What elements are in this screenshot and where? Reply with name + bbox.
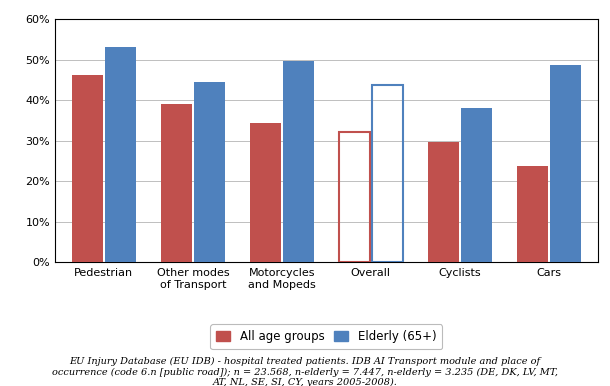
Bar — [161, 103, 192, 262]
Bar — [550, 65, 581, 262]
Bar — [72, 75, 103, 262]
Bar — [194, 82, 225, 262]
Bar — [339, 132, 370, 262]
Bar — [105, 47, 136, 262]
Bar — [461, 108, 492, 262]
Text: EU Injury Database (EU IDB) - hospital treated patients. IDB AI Transport module: EU Injury Database (EU IDB) - hospital t… — [52, 357, 558, 386]
Bar — [283, 61, 314, 262]
Bar — [250, 123, 281, 262]
Legend: All age groups, Elderly (65+): All age groups, Elderly (65+) — [210, 324, 442, 349]
Bar — [371, 85, 403, 262]
Bar — [428, 142, 459, 262]
Bar — [517, 166, 548, 262]
